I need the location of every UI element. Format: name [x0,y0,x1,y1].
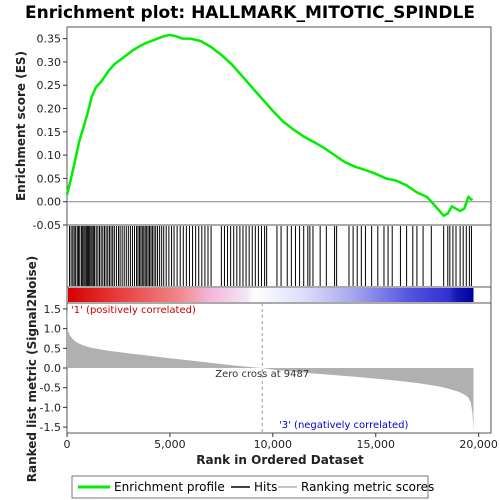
es-ytick-label: 0.10 [37,149,62,162]
x-tick-label: 10,000 [254,438,293,451]
es-y-axis-title: Enrichment score (ES) [14,51,28,201]
x-tick-label: 0 [64,438,71,451]
es-line-layer [65,33,474,218]
es-ytick-label: 0.00 [37,196,62,209]
legend-item-ranking: Ranking metric scores [278,480,434,494]
metric-y-axis: -1.5 -1.0 -0.5 0.0 0.5 1.0 1.5 [40,303,67,434]
x-tick-label: 15,000 [356,438,395,451]
chart-title: Enrichment plot: HALLMARK_MITOTIC_SPINDL… [25,3,475,23]
metric-ytick-label: -1.5 [40,421,61,434]
legend-label-enrichment: Enrichment profile [114,480,225,494]
x-axis-title: Rank in Ordered Dataset [196,453,364,467]
metric-ytick-label: 1.5 [44,303,62,316]
hits-layer [68,226,472,286]
es-ytick-label: 0.30 [37,56,62,69]
legend-label-hits: Hits [254,480,277,494]
legend-label-ranking: Ranking metric scores [301,480,434,494]
metric-ytick-label: 1.0 [44,323,62,336]
legend-item-enrichment: Enrichment profile [78,480,225,494]
es-ytick-label: 0.05 [37,172,62,185]
es-ytick-label: 0.15 [37,126,62,139]
negative-correlation-label: '3' (negatively correlated) [279,420,408,431]
metric-y-axis-title: Ranked list metric (Signal2Noise) [25,256,39,483]
legend-item-hits: Hits [231,480,277,494]
es-y-axis: -0.05 0.00 0.05 0.10 0.15 0.20 0.25 0.30 0.35 [33,33,67,232]
zero-cross-label: Zero cross at 9487 [215,369,309,380]
metric-x-axis: 0 5,000 10,000 15,000 20,000 [64,433,498,451]
ranking-metric-area [67,306,474,431]
x-tick-label: 20,000 [459,438,498,451]
es-panel [66,26,492,226]
metric-ytick-label: -1.0 [40,401,61,414]
es-ytick-label: 0.35 [37,33,62,46]
metric-ytick-label: 0.5 [44,342,62,355]
es-ytick-label: -0.05 [33,219,61,232]
metric-ytick-label: -0.5 [40,382,61,395]
x-tick-label: 5,000 [154,438,186,451]
metric-area-layer [67,306,474,431]
rank-gradient-bar [68,288,474,302]
es-ytick-label: 0.20 [37,103,62,116]
positive-correlation-label: '1' (positively correlated) [71,305,196,316]
enrichment-profile-line [65,33,474,218]
es-ytick-label: 0.25 [37,79,62,92]
metric-ytick-label: 0.0 [44,362,62,375]
